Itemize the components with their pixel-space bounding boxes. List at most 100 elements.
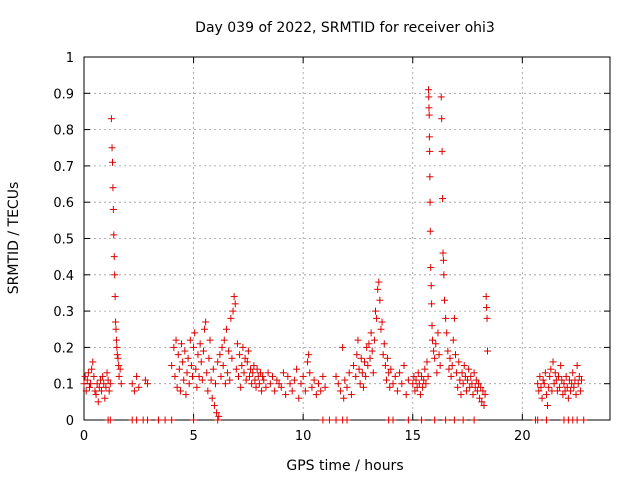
data-point [108,144,116,152]
data-point [243,358,251,366]
data-point [245,372,253,380]
data-point [213,409,221,417]
y-axis-label: SRMTID / TECUs [6,182,22,295]
data-point [230,293,238,301]
data-point [176,387,184,395]
data-point [563,383,571,391]
data-point [268,372,276,380]
data-point [275,380,283,388]
data-point [91,387,99,395]
data-point [304,358,312,366]
data-point [306,369,314,377]
data-point [82,387,90,395]
data-point [446,354,454,362]
data-point [117,380,125,388]
data-point [476,394,484,402]
y-tick-label: 0.1 [53,378,74,393]
data-point [356,380,364,388]
data-point [459,380,467,388]
data-point [467,372,475,380]
data-point [204,387,212,395]
data-point [251,376,259,384]
data-point [456,376,464,384]
data-point [130,387,138,395]
data-point [438,147,446,155]
data-point [578,376,586,384]
data-point [282,391,290,399]
data-point [416,391,424,399]
data-point [479,387,487,395]
data-point [244,347,252,355]
data-point [560,380,568,388]
data-point [273,376,281,384]
data-point [182,391,190,399]
data-point [470,416,478,424]
data-point [549,358,557,366]
data-point [235,372,243,380]
data-point [428,336,436,344]
data-point [106,416,114,424]
data-point [410,372,418,380]
data-point [420,376,428,384]
data-point [537,383,545,391]
data-point [192,365,200,373]
data-point [425,133,433,141]
data-point [232,365,240,373]
data-point [242,376,250,384]
data-point [155,416,163,424]
data-point [106,380,114,388]
data-point [175,365,183,373]
data-point [113,343,121,351]
data-point [319,416,327,424]
data-point [419,383,427,391]
data-point [112,318,120,326]
data-point [442,314,450,322]
data-point [423,358,431,366]
data-point [373,314,381,322]
data-point [347,391,355,399]
data-point [384,354,392,362]
data-point [225,347,233,355]
data-point [89,358,97,366]
data-point [88,365,96,373]
y-tick-label: 0.9 [53,87,74,102]
data-point [442,416,450,424]
data-point [259,372,267,380]
data-point [312,391,320,399]
data-point [445,365,453,373]
data-point [110,231,118,239]
data-point [203,369,211,377]
data-point [111,293,119,301]
data-point [190,343,198,351]
data-point [575,372,583,380]
data-point [81,372,89,380]
data-point [444,347,452,355]
data-point [426,227,434,235]
data-point [206,336,214,344]
data-point [376,296,384,304]
data-point [255,380,263,388]
data-point [568,380,576,388]
data-point [102,383,110,391]
data-point [352,372,360,380]
data-point [375,278,383,286]
data-point [266,380,274,388]
data-point [438,115,446,123]
data-point [569,369,577,377]
data-point [559,391,567,399]
data-point [433,369,441,377]
data-point [425,86,433,94]
data-point [199,347,207,355]
data-point [424,372,432,380]
data-point [277,383,285,391]
data-point [482,293,490,301]
data-point [562,372,570,380]
data-point [209,365,217,373]
data-point [191,329,199,337]
data-point [457,391,465,399]
data-point [241,354,249,362]
data-point [186,336,194,344]
data-point [350,362,358,370]
data-point [385,369,393,377]
